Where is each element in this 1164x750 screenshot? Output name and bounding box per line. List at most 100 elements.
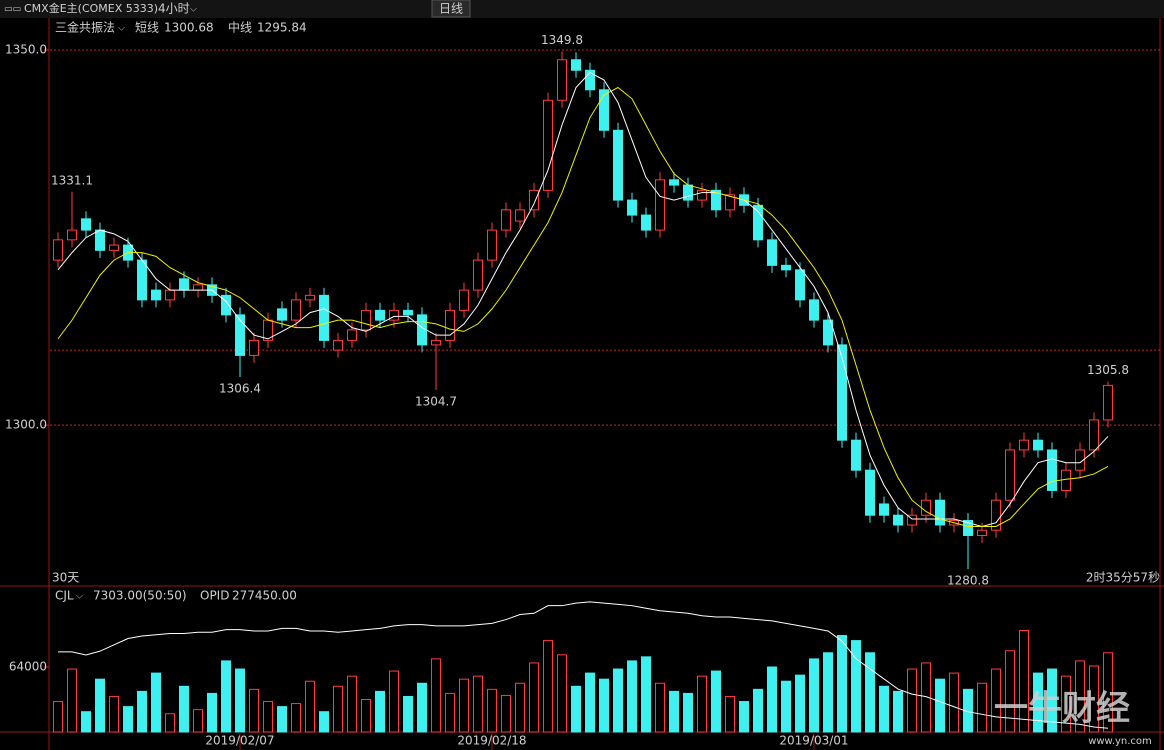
volume-bar xyxy=(851,640,861,733)
extreme-label: 1304.7 xyxy=(415,394,457,408)
candle-body xyxy=(319,294,329,341)
volume-bar xyxy=(557,654,567,733)
candle-body xyxy=(389,309,399,321)
candle-body xyxy=(529,189,539,211)
candle-body xyxy=(53,239,63,261)
candle-body xyxy=(669,179,679,186)
volume-bar xyxy=(599,678,609,733)
volume-bar xyxy=(221,660,231,733)
legend-value: 1300.68 xyxy=(164,21,214,35)
ma-line xyxy=(57,86,1109,527)
candle-body xyxy=(781,264,791,271)
volume-bar xyxy=(1033,672,1043,733)
candle-body xyxy=(823,319,833,346)
volume-bar xyxy=(613,668,623,733)
candle-body xyxy=(221,294,231,316)
volume-bar xyxy=(795,674,805,733)
volume-bar xyxy=(585,672,595,733)
volume-bar xyxy=(319,711,329,733)
volume-bar xyxy=(277,706,287,733)
volume-bar xyxy=(487,688,497,733)
candle-body xyxy=(725,194,735,211)
candle-body xyxy=(165,289,175,301)
volume-bar xyxy=(571,685,581,733)
tab[interactable]: 日线 xyxy=(439,2,463,16)
volume-bar xyxy=(627,660,637,733)
period-dropdown[interactable]: ⌵ xyxy=(190,5,197,15)
candle-body xyxy=(137,259,147,301)
volume-bar xyxy=(165,713,175,733)
volume-bar xyxy=(249,688,259,733)
volume-bar xyxy=(193,709,203,733)
volume-bar xyxy=(1103,652,1113,733)
candle-body xyxy=(459,289,469,311)
extreme-label: 1306.4 xyxy=(219,382,261,396)
volume-bar xyxy=(207,692,217,733)
candle-body xyxy=(1019,439,1029,451)
candle-body xyxy=(837,344,847,441)
candle-body xyxy=(683,184,693,201)
volume-bar xyxy=(655,682,665,733)
extreme-label: 1280.8 xyxy=(947,574,989,588)
volume-bar xyxy=(347,675,357,733)
candle-body xyxy=(361,309,371,331)
extreme-label: 1305.8 xyxy=(1087,363,1129,377)
candle-body xyxy=(403,309,413,316)
volume-bar xyxy=(991,668,1001,733)
candle-body xyxy=(907,514,917,526)
volume-dropdown[interactable]: ⌵ xyxy=(76,592,83,602)
volume-bar xyxy=(501,694,511,733)
volume-bar xyxy=(1005,650,1015,733)
candle-body xyxy=(305,294,315,301)
volume-bar xyxy=(417,682,427,733)
indicator-name[interactable]: 三金共振法 xyxy=(55,20,115,35)
y-tick-label: 1350.0 xyxy=(5,43,47,57)
countdown: 2时35分57秒 xyxy=(1086,571,1160,585)
symbol[interactable]: CMX金E主(COMEX 5333) xyxy=(24,1,158,15)
opid-name: OPID xyxy=(200,589,229,603)
candle-body xyxy=(291,299,301,321)
volume-bar xyxy=(669,690,679,733)
volume-bar xyxy=(753,688,763,733)
volume-bar xyxy=(53,701,63,733)
volume-bar xyxy=(837,635,847,733)
candle-body xyxy=(445,309,455,341)
candle-body xyxy=(767,239,777,266)
candle-body xyxy=(109,244,119,251)
volume-bar xyxy=(641,656,651,733)
volume-bar xyxy=(949,672,959,733)
volume-bar xyxy=(389,670,399,733)
volume-bar xyxy=(935,678,945,733)
period[interactable]: 4小时 xyxy=(158,2,190,16)
volume-bar xyxy=(725,695,735,733)
y-tick-label: 64000 xyxy=(9,660,47,674)
volume-bar xyxy=(683,692,693,733)
candle-body xyxy=(963,519,973,536)
candle-body xyxy=(571,59,581,71)
legend-value: 1295.84 xyxy=(257,21,307,35)
candle-body xyxy=(795,269,805,301)
tab-box[interactable] xyxy=(431,0,471,18)
volume-bar xyxy=(123,706,133,733)
candle-body xyxy=(1103,384,1113,421)
watermark-site: www.yn.com xyxy=(1088,736,1152,747)
candle-body xyxy=(95,229,105,251)
volume-bar xyxy=(375,690,385,733)
candle-body xyxy=(81,218,91,231)
volume-bar xyxy=(515,682,525,733)
volume-bar xyxy=(137,690,147,733)
candle-body xyxy=(851,439,861,471)
volume-label: 7303.00(50:50) xyxy=(93,589,187,603)
volume-bar xyxy=(445,692,455,733)
candle-body xyxy=(277,308,287,321)
volume-indicator[interactable]: CJL xyxy=(55,589,74,603)
volume-bar xyxy=(459,678,469,733)
volume-bar xyxy=(781,680,791,733)
indicator-dropdown[interactable]: ⌵ xyxy=(118,24,125,34)
candle-body xyxy=(935,499,945,526)
extreme-label: 1349.8 xyxy=(541,33,583,47)
volume-bar xyxy=(823,652,833,733)
candle-body xyxy=(1089,419,1099,451)
candle-body xyxy=(557,59,567,101)
candle-body xyxy=(1075,449,1085,471)
